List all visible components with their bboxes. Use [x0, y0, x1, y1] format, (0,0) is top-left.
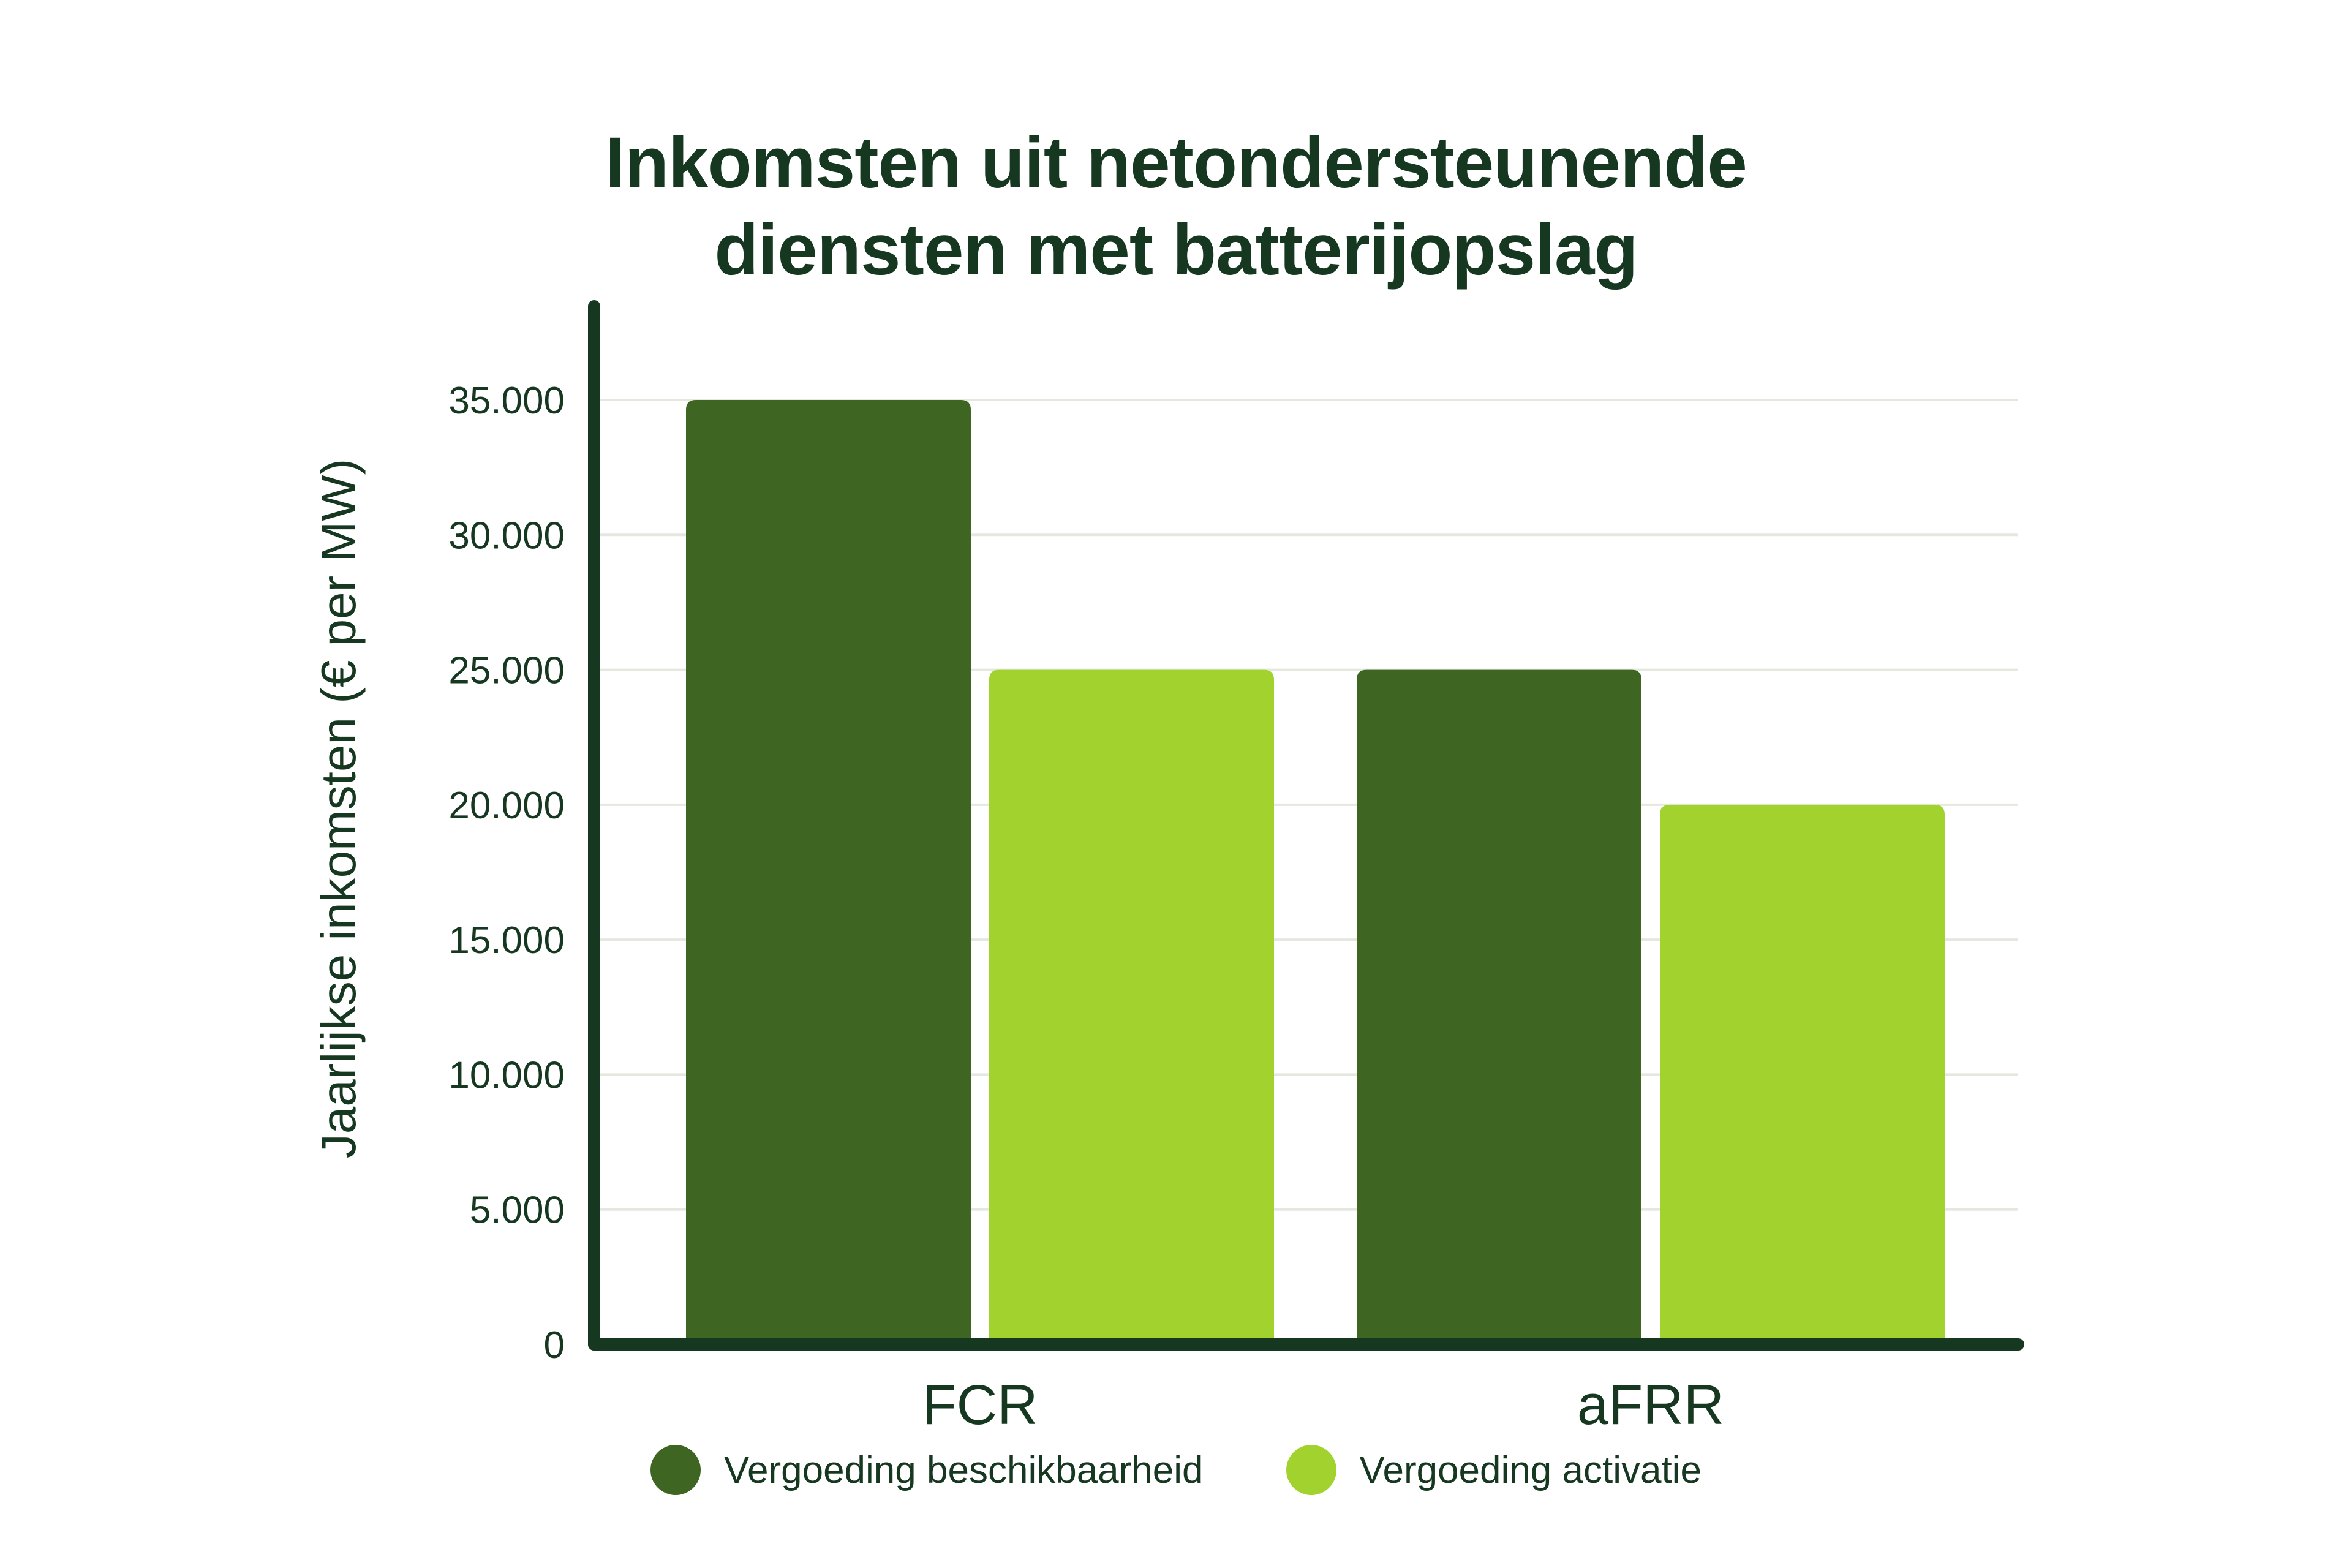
legend-swatch-activation [1286, 1445, 1336, 1495]
bar-afrr-activation [1660, 804, 1945, 1344]
y-tick-label: 20.000 [448, 785, 565, 827]
bars [686, 400, 1945, 1344]
legend-label-availability: Vergoeding beschikbaarheid [724, 1449, 1204, 1491]
legend-label-activation: Vergoeding activatie [1359, 1449, 1702, 1491]
y-tick-label: 10.000 [448, 1054, 565, 1096]
chart-title: Inkomsten uit netondersteunende diensten… [0, 119, 2352, 293]
x-tick-labels: FCR aFRR [922, 1374, 1724, 1436]
y-tick-label: 35.000 [448, 380, 565, 422]
x-tick-label: aFRR [1577, 1374, 1724, 1436]
y-tick-label: 15.000 [448, 919, 565, 962]
legend-item-availability: Vergoeding beschikbaarheid [650, 1445, 1204, 1495]
x-tick-label: FCR [922, 1374, 1038, 1436]
y-tick-label: 30.000 [448, 514, 565, 557]
y-tick-label: 5.000 [470, 1189, 565, 1232]
y-tick-labels: 0 5.000 10.000 15.000 20.000 25.000 30.000 35.0… [448, 380, 565, 1366]
legend: Vergoeding beschikbaarheid Vergoeding ac… [0, 1442, 2352, 1498]
y-tick-label: 25.000 [448, 650, 565, 692]
bar-fcr-activation [989, 669, 1274, 1344]
y-tick-label: 0 [544, 1324, 565, 1366]
bar-fcr-availability [686, 400, 971, 1344]
axes [588, 300, 2024, 1351]
chart-title-line-1: Inkomsten uit netondersteunende [605, 123, 1747, 203]
bar-afrr-availability [1357, 669, 1642, 1344]
legend-swatch-availability [650, 1445, 701, 1495]
chart-title-line-2: diensten met batterijopslag [714, 209, 1638, 290]
legend-item-activation: Vergoeding activatie [1286, 1445, 1702, 1495]
y-axis-title: Jaarlijkse inkomsten (€ per MW) [311, 459, 366, 1159]
